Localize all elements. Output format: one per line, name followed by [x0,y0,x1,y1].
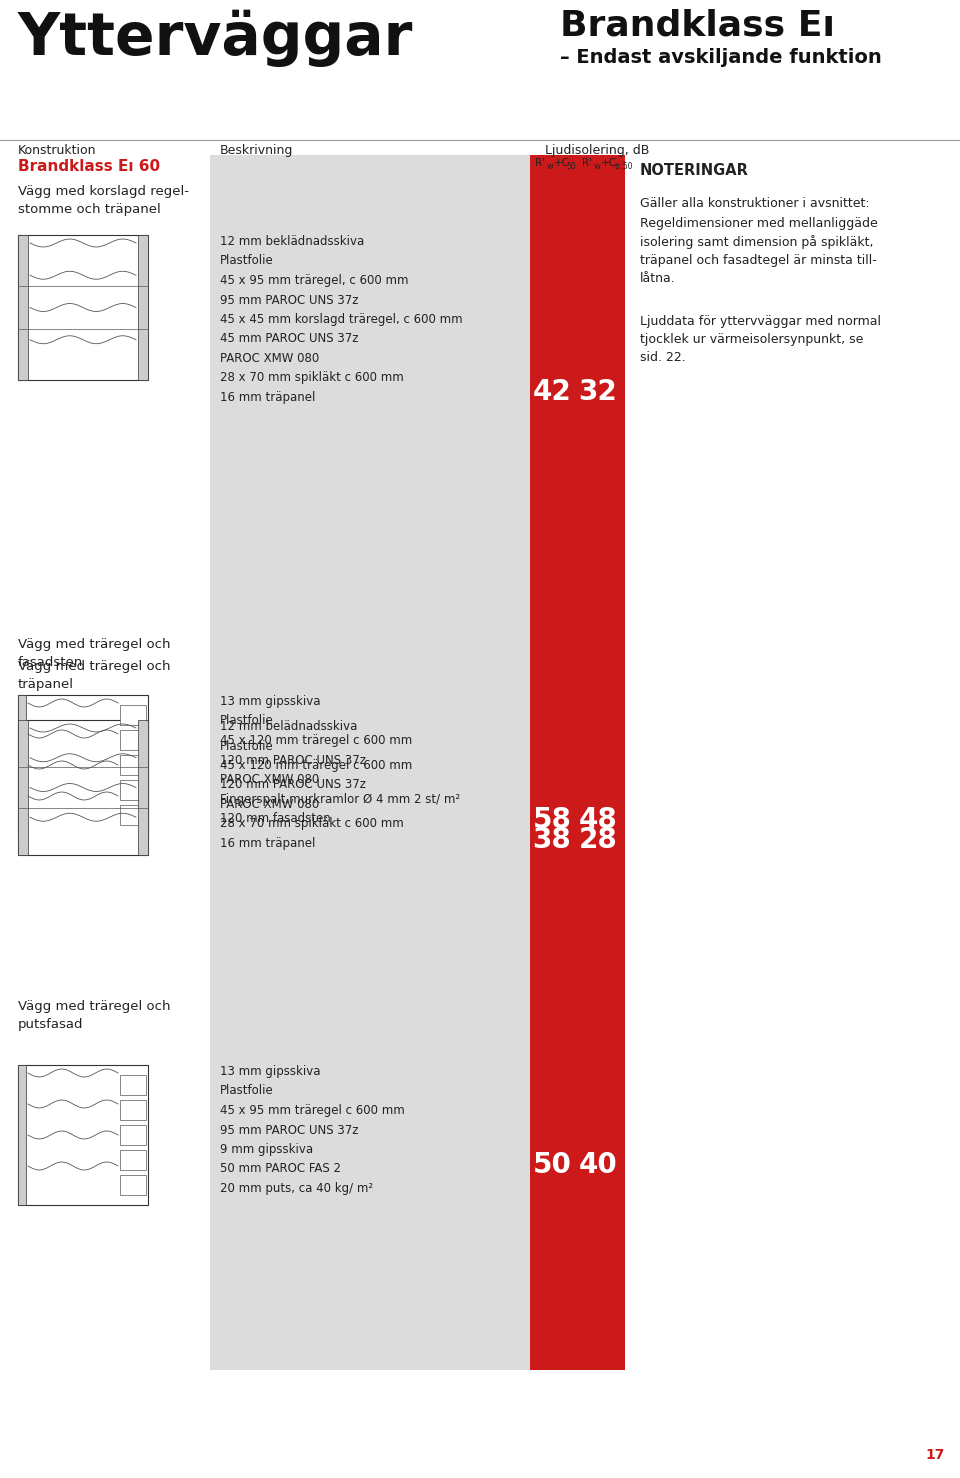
Bar [18,235,28,380]
Text: Brandklass Eı: Brandklass Eı [560,7,835,41]
Bar [120,730,146,749]
Text: 58: 58 [533,806,571,834]
Text: Ljuddata för yttervväggar med normal
tjocklek ur värmeisolersynpunkt, se
sid. 22: Ljuddata för yttervväggar med normal tjo… [640,315,881,364]
Bar [138,720,148,854]
Bar [120,1150,146,1171]
Bar [120,1175,146,1196]
Text: Vägg med korslagd regel-
stomme och träpanel: Vägg med korslagd regel- stomme och träp… [18,185,189,216]
Text: NOTERINGAR: NOTERINGAR [640,163,749,177]
Text: 48: 48 [579,806,617,834]
Text: 42: 42 [533,378,571,406]
Text: Gäller alla konstruktioner i avsnittet:: Gäller alla konstruktioner i avsnittet: [640,197,870,210]
Bar [120,806,146,825]
Bar [120,705,146,726]
Bar [530,155,625,1370]
Text: R': R' [582,158,592,168]
Text: 38: 38 [533,826,571,854]
Text: 50: 50 [566,163,576,171]
Bar [18,1066,26,1205]
Text: +C: +C [601,158,617,168]
Text: Vägg med träregel och
putsfasad: Vägg med träregel och putsfasad [18,1001,171,1032]
Text: 32: 32 [579,378,617,406]
Text: 13 mm gipsskiva
Plastfolie
45 x 120 mm träregel c 600 mm
120 mm PAROC UNS 37z
PA: 13 mm gipsskiva Plastfolie 45 x 120 mm t… [220,695,460,825]
Bar [18,235,148,380]
Bar [120,1125,146,1145]
Bar [120,1100,146,1120]
Text: Ljudisolering, dB: Ljudisolering, dB [545,143,649,157]
Text: Brandklass Eı 60: Brandklass Eı 60 [18,160,160,174]
Bar [120,1075,146,1095]
Text: +C: +C [554,158,570,168]
Bar [120,755,146,774]
Bar [120,780,146,800]
Text: 40: 40 [579,1151,617,1179]
Text: Regeldimensioner med mellanliggäde
isolering samt dimension på spikläkt,
träpane: Regeldimensioner med mellanliggäde isole… [640,217,877,285]
Text: 50: 50 [533,1151,571,1179]
Bar [138,235,148,380]
Text: 12 mm beklädnadsskiva
Plastfolie
45 x 95 mm träregel, c 600 mm
95 mm PAROC UNS 3: 12 mm beklädnadsskiva Plastfolie 45 x 95… [220,235,463,403]
Bar [18,720,28,854]
Bar [210,155,530,1370]
Text: Vägg med träregel och
träpanel: Vägg med träregel och träpanel [18,661,171,692]
Bar [18,695,148,835]
Text: 12 mm belädnadsskiva
Plastfolie
45 x 120 mm träregel c 600 mm
120 mm PAROC UNS 3: 12 mm belädnadsskiva Plastfolie 45 x 120… [220,720,412,850]
Text: Konstruktion: Konstruktion [18,143,97,157]
Text: w: w [547,163,554,171]
Text: – Endast avskiljande funktion: – Endast avskiljande funktion [560,47,881,67]
Text: w: w [594,163,601,171]
Bar [18,695,26,835]
Text: 13 mm gipsskiva
Plastfolie
45 x 95 mm träregel c 600 mm
95 mm PAROC UNS 37z
9 mm: 13 mm gipsskiva Plastfolie 45 x 95 mm tr… [220,1066,405,1196]
Text: Vägg med träregel och
fasadsten: Vägg med träregel och fasadsten [18,638,171,670]
Text: 17: 17 [925,1448,945,1462]
Text: Beskrivning: Beskrivning [220,143,294,157]
Text: tr,50: tr,50 [615,163,634,171]
Text: Ytterväggar: Ytterväggar [18,10,414,68]
Bar [18,720,148,854]
Text: R': R' [535,158,545,168]
Text: 28: 28 [579,826,617,854]
Bar [18,1066,148,1205]
